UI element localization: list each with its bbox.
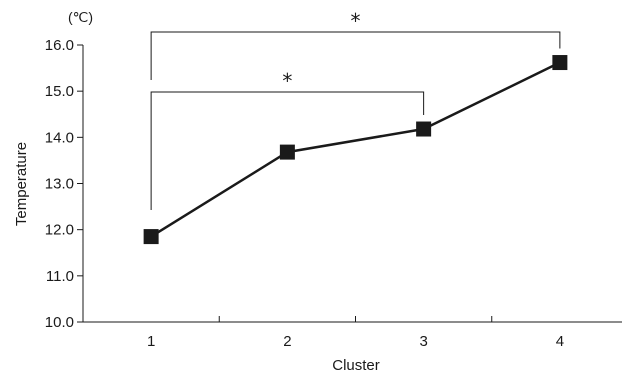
x-tick-label: 3 — [419, 333, 427, 350]
y-tick-label: 16.0 — [45, 37, 74, 54]
significance-bracket — [150, 31, 561, 80]
x-axis-label: Cluster — [332, 357, 380, 373]
x-tick-label: 2 — [283, 333, 291, 350]
data-point-marker — [143, 229, 159, 245]
y-tick-label: 11.0 — [46, 268, 74, 285]
y-unit-label: (℃) — [68, 9, 93, 25]
y-tick-label: 10.0 — [45, 314, 74, 331]
data-point-marker — [279, 144, 295, 160]
significance-star: * — [282, 69, 292, 93]
y-axis-ticks: 10.0 11.0 12.0 13.0 14.0 15.0 16.0 — [45, 37, 83, 331]
significance-star: * — [351, 9, 361, 33]
data-point-marker — [552, 55, 568, 71]
x-tick-label: 4 — [556, 333, 564, 350]
significance-bracket — [150, 91, 425, 210]
x-axis-ticks: 1 2 3 4 — [147, 316, 564, 350]
y-tick-label: 14.0 — [45, 129, 74, 146]
series-group — [143, 55, 568, 245]
series-line — [150, 61, 561, 238]
y-tick-label: 12.0 — [45, 222, 74, 239]
y-tick-label: 13.0 — [45, 176, 74, 193]
x-tick-label: 1 — [147, 333, 155, 350]
data-point-marker — [416, 121, 432, 137]
y-axis-label: Temperature — [13, 142, 30, 226]
significance-brackets: ** — [150, 9, 561, 210]
y-tick-label: 15.0 — [45, 83, 74, 100]
